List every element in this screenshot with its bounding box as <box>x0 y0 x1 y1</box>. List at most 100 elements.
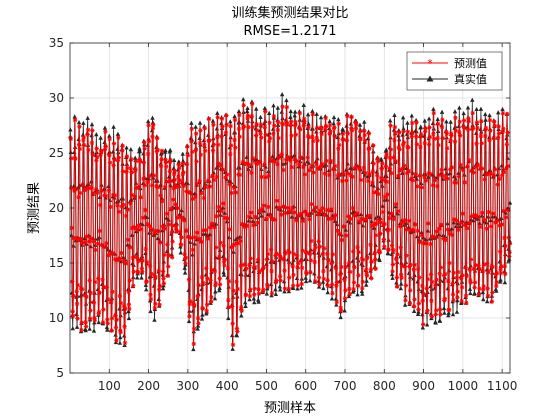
data-point <box>475 162 480 168</box>
data-point <box>185 144 190 149</box>
data-point <box>94 155 100 160</box>
data-point <box>266 110 272 115</box>
data-point <box>264 257 270 262</box>
data-point <box>87 239 92 244</box>
data-point <box>429 298 434 304</box>
data-point <box>326 216 332 221</box>
data-point <box>239 262 245 268</box>
data-point <box>78 236 83 241</box>
data-point <box>234 333 240 338</box>
data-point <box>305 155 310 160</box>
data-point <box>232 185 237 191</box>
data-point <box>93 247 98 253</box>
data-point <box>150 134 155 139</box>
data-point <box>404 253 409 258</box>
data-point <box>156 287 162 292</box>
data-point <box>468 257 474 262</box>
data-point <box>201 195 207 201</box>
data-point <box>355 283 361 288</box>
data-point <box>360 279 365 285</box>
data-point <box>288 158 293 163</box>
data-point <box>428 272 434 277</box>
data-point <box>462 125 467 131</box>
data-point <box>210 173 215 179</box>
data-point <box>374 189 380 194</box>
legend-entry-actual[interactable]: 真实值 <box>412 72 487 86</box>
data-point <box>196 282 202 288</box>
data-point <box>500 129 505 135</box>
data-point <box>199 275 205 280</box>
data-point <box>305 212 310 217</box>
data-point <box>472 290 477 296</box>
data-point <box>173 224 179 229</box>
data-point <box>243 303 248 309</box>
data-point <box>363 170 368 176</box>
data-point <box>144 279 149 284</box>
data-point <box>88 290 94 296</box>
data-point <box>478 166 483 172</box>
data-point <box>321 246 327 251</box>
data-point <box>367 146 372 151</box>
data-point <box>440 136 446 141</box>
data-point <box>476 292 482 297</box>
data-point <box>127 245 133 250</box>
data-point <box>438 265 444 270</box>
data-point <box>329 296 335 301</box>
data-point <box>110 289 115 295</box>
data-point <box>95 241 101 246</box>
data-point <box>156 229 161 234</box>
data-point <box>477 286 482 292</box>
data-point <box>405 129 411 135</box>
data-point <box>126 315 132 321</box>
data-point <box>506 235 512 240</box>
data-point <box>414 120 419 125</box>
data-point <box>450 292 456 297</box>
data-point <box>291 272 296 278</box>
data-point <box>168 178 174 184</box>
data-point <box>335 173 341 178</box>
data-point <box>270 259 275 264</box>
data-point <box>361 165 367 171</box>
data-point <box>180 181 185 186</box>
legend[interactable]: * 预测值 真实值 <box>406 51 503 91</box>
data-point <box>469 168 475 173</box>
data-point <box>437 226 442 231</box>
data-point <box>499 163 504 168</box>
data-point <box>423 126 428 131</box>
data-point <box>273 287 278 292</box>
data-point <box>270 159 276 164</box>
data-point <box>184 189 189 194</box>
data-point <box>450 312 456 317</box>
data-point <box>377 257 382 262</box>
data-point <box>378 231 383 236</box>
data-point <box>177 165 182 171</box>
data-point <box>181 170 186 175</box>
data-point <box>464 226 470 231</box>
data-point <box>136 258 141 264</box>
data-point <box>197 140 203 146</box>
data-point <box>386 251 391 256</box>
data-point <box>182 251 187 257</box>
data-point <box>314 161 319 167</box>
data-point <box>170 239 175 244</box>
data-point <box>382 244 387 249</box>
legend-entry-predicted[interactable]: * 预测值 <box>412 57 487 70</box>
data-point <box>275 162 280 167</box>
data-point <box>225 216 230 221</box>
data-point <box>135 270 141 275</box>
data-point <box>310 134 315 140</box>
data-point <box>145 179 150 185</box>
data-point <box>415 228 420 234</box>
data-point <box>104 285 110 290</box>
data-point <box>267 136 273 141</box>
data-point <box>292 210 297 215</box>
data-point <box>241 124 247 129</box>
data-point <box>279 212 284 217</box>
data-point <box>80 182 86 187</box>
data-point <box>306 135 312 140</box>
data-point <box>199 191 204 196</box>
data-point <box>224 122 229 128</box>
data-point <box>391 247 396 253</box>
data-point <box>395 252 400 257</box>
data-point <box>162 222 167 227</box>
